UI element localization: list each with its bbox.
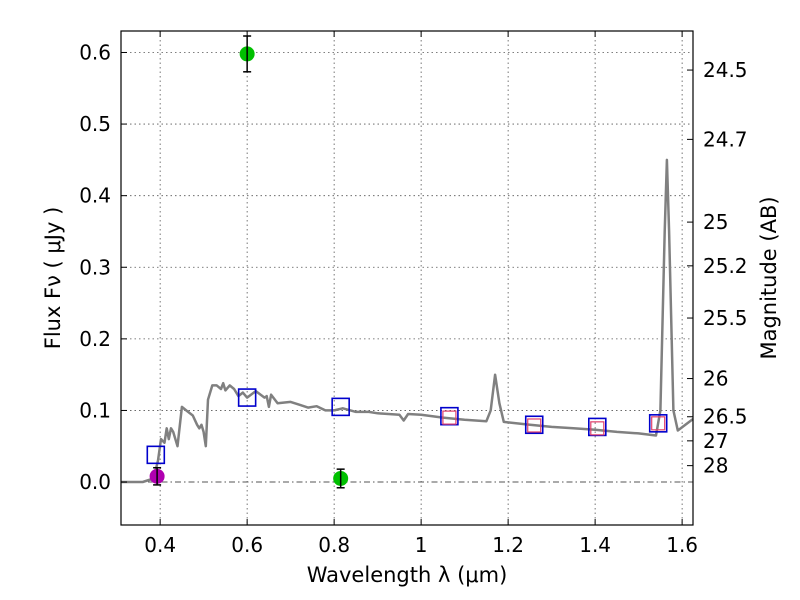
y-tick-label: 0.2 — [79, 327, 111, 351]
right-tick-label: 24.5 — [703, 58, 748, 82]
model-photometry-red-square — [527, 418, 542, 433]
right-tick-label: 25 — [703, 210, 728, 234]
x-tick-label: 0.6 — [231, 533, 263, 557]
model-photometry-red-square — [651, 416, 666, 431]
y-tick-label: 0.4 — [79, 184, 111, 208]
right-tick-label: 26.5 — [703, 405, 748, 429]
model-photometry-blue-square — [331, 397, 350, 417]
model-photometry-red-square — [590, 421, 605, 436]
right-tick-label: 26 — [703, 367, 728, 391]
model-photometry-blue-square — [237, 388, 257, 407]
model-spectrum-line — [121, 158, 694, 484]
model-photometry-red-square — [442, 410, 457, 425]
y-axis-right-label: Magnitude (AB) — [757, 196, 781, 359]
x-tick-label: 0.4 — [144, 533, 176, 557]
model-photometry-blue-square — [648, 414, 668, 433]
model-photometry-blue-square — [146, 445, 166, 465]
right-tick-label: 27 — [703, 429, 728, 453]
right-tick-label: 25.2 — [703, 254, 748, 278]
right-tick-label: 25.5 — [703, 306, 748, 330]
model-photometry-blue-square — [524, 415, 544, 435]
y-tick-label: 0.1 — [79, 398, 111, 422]
x-axis-label: Wavelength λ (μm) — [307, 563, 508, 587]
right-tick-label: 24.7 — [703, 127, 748, 151]
y-tick-label: 0.0 — [79, 470, 111, 494]
axis-ticks: 0.4 0.6 0.8 1 1.2 1.4 1.6 0.0 0.1 0.2 0.3 0.4 0.5 0.6… — [79, 31, 748, 557]
x-tick-label: 0.8 — [318, 533, 350, 557]
model-spectrum-layer — [121, 158, 694, 484]
plot-frame — [120, 30, 694, 526]
x-tick-label: 1.6 — [666, 533, 698, 557]
x-tick-label: 1.4 — [579, 533, 611, 557]
y-tick-label: 0.5 — [79, 112, 111, 136]
markers-layer — [146, 35, 668, 489]
right-tick-label: 28 — [703, 454, 728, 478]
x-tick-label: 1.2 — [492, 533, 524, 557]
grid-lines — [121, 31, 693, 525]
y-tick-label: 0.6 — [79, 40, 111, 64]
y-axis-label: Flux Fν ( μJy ) — [41, 207, 65, 350]
x-tick-label: 1 — [415, 533, 428, 557]
y-tick-label: 0.3 — [79, 255, 111, 279]
